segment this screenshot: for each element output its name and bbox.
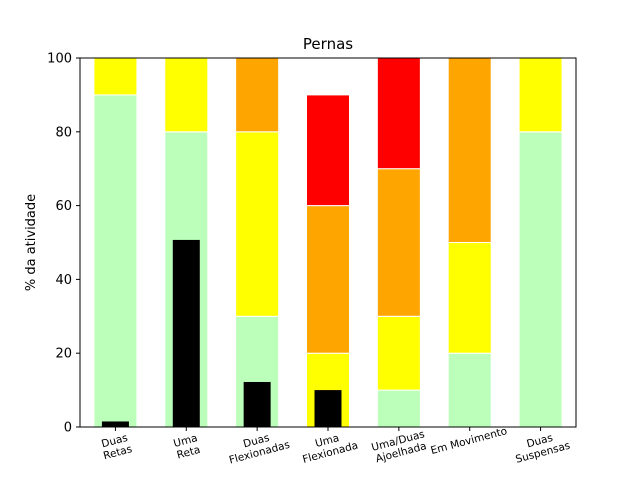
y-tick-label-60: 60 <box>55 199 72 214</box>
y-axis-label: % da atividade <box>24 194 39 291</box>
overlay-bar-3 <box>243 381 271 427</box>
bar-segment-5-4 <box>376 57 421 170</box>
y-tick-label-20: 20 <box>55 347 72 362</box>
y-tick-label-80: 80 <box>55 125 72 140</box>
overlay-bar-1 <box>101 421 129 427</box>
y-tick-label-40: 40 <box>55 273 72 288</box>
bar-segment-4-3 <box>306 205 350 354</box>
overlay-bar-4 <box>314 390 342 427</box>
y-tick-label-0: 0 <box>64 421 72 436</box>
x-tick-label-2: UmaReta <box>172 432 202 461</box>
bar-segment-4-4 <box>306 94 350 207</box>
bar-segment-1-2 <box>93 57 138 96</box>
bar-segment-2-2 <box>164 57 209 133</box>
bar-segment-7-1 <box>518 131 563 428</box>
overlay-bar-2 <box>172 239 200 427</box>
y-tick-label-100: 100 <box>47 52 72 67</box>
bar-segment-6-2 <box>447 242 492 354</box>
bar-segment-6-1 <box>447 352 492 428</box>
bar-segment-3-3 <box>235 57 280 133</box>
bar-segment-7-2 <box>518 57 563 133</box>
chart-title: Pernas <box>303 35 353 53</box>
bar-segment-5-1 <box>376 389 421 428</box>
y-axis: 0 20 40 60 80 100 <box>47 52 80 436</box>
bar-segment-3-2 <box>235 131 280 317</box>
bar-segment-1-1 <box>93 94 138 428</box>
bar-segment-5-2 <box>376 315 421 391</box>
bars-layer <box>93 57 563 428</box>
bar-segment-5-3 <box>376 168 421 317</box>
bar-segment-6-3 <box>447 57 492 243</box>
